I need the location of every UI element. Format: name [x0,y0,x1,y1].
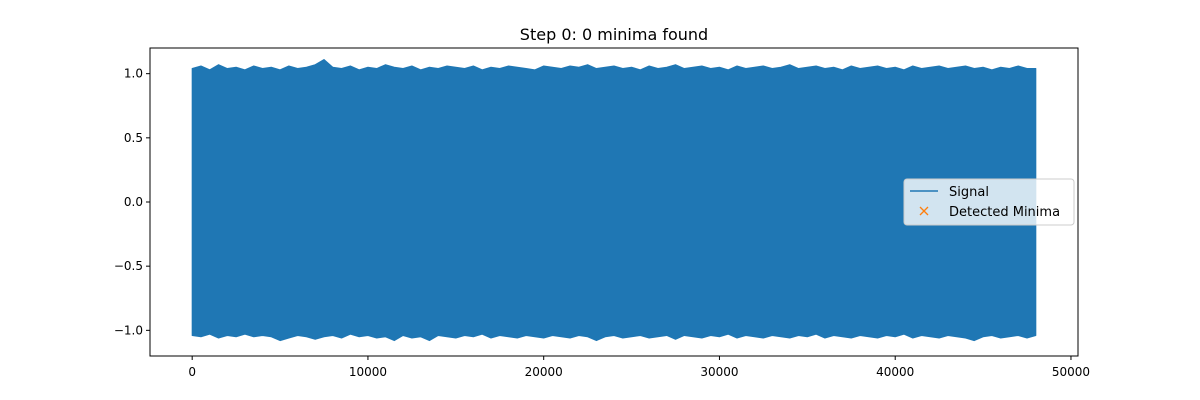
x-tick-label: 40000 [876,365,914,379]
legend: Signal Detected Minima [903,178,1075,226]
x-tick-label: 50000 [1052,365,1090,379]
y-tick-label: 0.5 [124,131,143,145]
y-tick-label: 1.0 [124,67,143,81]
axes-frame [149,47,1079,357]
x-tick-label: 30000 [700,365,738,379]
legend-minima-marker-icon [919,206,929,216]
y-tick-label: 0.0 [124,195,143,209]
x-tick-label: 10000 [349,365,387,379]
x-tick-label: 20000 [525,365,563,379]
legend-signal-label: Signal [949,185,989,200]
x-tick-label: 0 [188,365,196,379]
chart-title: Step 0: 0 minima found [520,25,708,44]
plot-area [191,59,1037,342]
y-tick-label: −0.5 [114,259,143,273]
y-tick-label: −1.0 [114,323,143,337]
signal-series-line [191,59,1037,342]
legend-minima-label: Detected Minima [949,205,1060,220]
x-axis: 0 10000 20000 30000 40000 50000 [188,356,1090,379]
legend-box [903,178,1075,226]
y-axis: −1.0 −0.5 0.0 0.5 1.0 [114,67,150,337]
